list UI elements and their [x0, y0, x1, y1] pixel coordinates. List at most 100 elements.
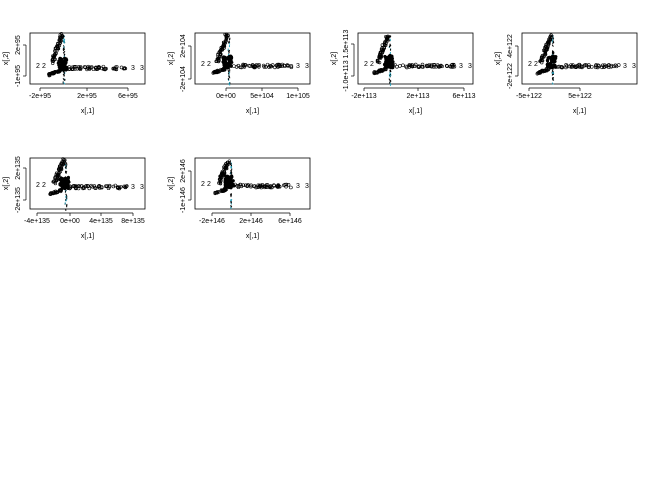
point-mark [384, 43, 388, 47]
point-mark [59, 164, 63, 168]
point-mark [86, 66, 90, 71]
point-mark [267, 65, 271, 69]
point-mark [555, 65, 560, 69]
point-mark [384, 57, 389, 61]
point-mark [238, 65, 243, 70]
point-mark [544, 67, 549, 71]
point-mark [388, 74, 392, 78]
point-label: 3 [305, 63, 309, 70]
point-mark [551, 44, 554, 47]
point-mark [72, 65, 77, 69]
point-mark [226, 66, 230, 70]
point-mark [63, 41, 65, 44]
point-mark [103, 66, 107, 71]
point-mark [217, 70, 221, 74]
x-tick-label: 0e+00 [60, 218, 80, 225]
point-mark [284, 182, 289, 187]
point-mark [285, 63, 290, 68]
point-mark [595, 65, 600, 70]
point-mark [64, 198, 67, 202]
point-mark [254, 185, 258, 190]
point-mark [223, 67, 227, 72]
point-mark [73, 64, 78, 69]
point-label: 2 [528, 61, 532, 68]
point-mark [253, 64, 257, 68]
point-mark [429, 64, 434, 69]
point-mark [409, 64, 414, 68]
point-mark [243, 183, 248, 188]
x-tick-label: 2e+146 [239, 218, 263, 225]
point-mark [560, 65, 564, 69]
point-mark [274, 63, 279, 68]
chart-panel-4: -5e+122 5e+122 -2e+122 4e+122 x[,1] x[,2] 2 2 3 3 [495, 32, 638, 115]
y-axis-label: x[,2] [331, 52, 338, 65]
point-mark [280, 64, 285, 68]
y-axis-label: x[,2] [168, 177, 175, 190]
plot-frame [194, 32, 311, 85]
point-mark [119, 65, 124, 70]
point-mark [53, 53, 57, 57]
chart-panel-3: -2e+113 2e+113 6e+113 -1.0e+113 1.5e+113 x[,1… [331, 29, 476, 115]
point-mark [220, 171, 224, 175]
point-mark [388, 64, 392, 69]
point-mark [55, 190, 59, 194]
point-mark [383, 67, 388, 71]
point-mark [55, 177, 59, 181]
x-axis-label: x[,1] [246, 233, 259, 240]
point-label: 3 [623, 63, 627, 70]
point-mark [289, 185, 293, 190]
point-mark [275, 62, 280, 67]
point-mark [93, 66, 98, 70]
x-axis-label: x[,1] [81, 108, 94, 115]
point-label: 2 [207, 61, 211, 68]
point-mark [450, 62, 455, 67]
x-axis-label: x[,1] [573, 108, 586, 115]
point-mark [544, 52, 548, 57]
point-label: 2 [42, 182, 46, 189]
y-tick-label: 2e+146 [180, 159, 187, 183]
point-mark [219, 46, 223, 50]
point-mark [243, 63, 247, 67]
point-mark [216, 57, 220, 61]
point-mark [225, 36, 229, 40]
point-mark [217, 190, 221, 194]
point-mark [223, 61, 227, 66]
y-tick-label: -1.0e+113 [343, 60, 350, 91]
point-mark [378, 60, 382, 65]
point-mark [572, 65, 577, 69]
point-mark [56, 173, 60, 177]
point-mark [404, 64, 408, 69]
point-mark [68, 184, 72, 189]
point-mark [57, 70, 61, 74]
point-mark [230, 194, 232, 198]
point-label: 3 [131, 65, 135, 72]
point-mark [270, 63, 275, 67]
y-tick-label: 1.5e+113 [343, 29, 350, 58]
point-mark [97, 186, 102, 190]
point-mark [124, 184, 129, 188]
x-tick-label: 0e+00 [216, 93, 236, 100]
point-mark [111, 184, 116, 189]
point-mark [228, 40, 230, 44]
point-mark [57, 164, 62, 168]
point-mark [389, 43, 392, 47]
point-mark [384, 36, 388, 40]
point-mark [51, 54, 55, 58]
y-axis-label: x[,2] [168, 52, 175, 65]
point-mark [58, 188, 63, 192]
point-mark [224, 187, 229, 192]
point-mark [107, 184, 112, 189]
point-mark [64, 58, 68, 62]
point-mark [262, 185, 267, 190]
point-mark [257, 64, 261, 69]
point-mark [59, 39, 63, 43]
point-label: 3 [632, 63, 636, 70]
point-mark [380, 46, 384, 50]
point-mark [223, 58, 227, 63]
point-mark [552, 41, 555, 45]
x-tick-label: 6e+113 [452, 93, 475, 100]
